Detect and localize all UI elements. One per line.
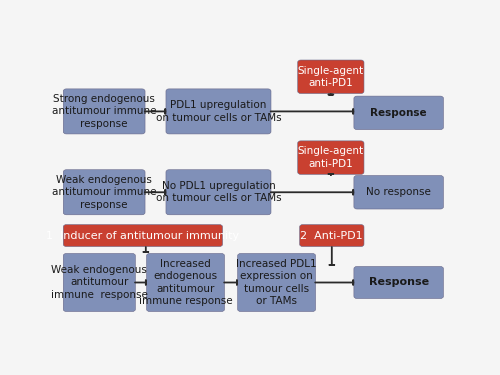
FancyBboxPatch shape	[166, 170, 271, 215]
FancyBboxPatch shape	[64, 225, 222, 246]
FancyBboxPatch shape	[300, 225, 364, 246]
FancyBboxPatch shape	[64, 254, 136, 312]
FancyBboxPatch shape	[166, 89, 271, 134]
Text: Single-agent
anti-PD1: Single-agent anti-PD1	[298, 66, 364, 88]
Text: No response: No response	[366, 187, 431, 197]
FancyBboxPatch shape	[354, 96, 444, 130]
FancyBboxPatch shape	[64, 89, 145, 134]
FancyBboxPatch shape	[238, 254, 316, 312]
Text: Weak endogenous
antitumour
immune  response: Weak endogenous antitumour immune respon…	[51, 265, 148, 300]
Text: Weak endogenous
antitumour immune
response: Weak endogenous antitumour immune respon…	[52, 175, 156, 210]
Text: 1  Inducer of antitumour immunity: 1 Inducer of antitumour immunity	[46, 231, 240, 241]
FancyBboxPatch shape	[64, 170, 145, 215]
Text: 2  Anti-PD1: 2 Anti-PD1	[300, 231, 363, 241]
Text: Single-agent
anti-PD1: Single-agent anti-PD1	[298, 146, 364, 169]
FancyBboxPatch shape	[298, 60, 364, 93]
FancyBboxPatch shape	[146, 254, 224, 312]
Text: Increased PDL1
expression on
tumour cells
or TAMs: Increased PDL1 expression on tumour cell…	[236, 259, 317, 306]
Text: Response: Response	[368, 278, 428, 288]
Text: PDL1 upregulation
on tumour cells or TAMs: PDL1 upregulation on tumour cells or TAM…	[156, 100, 282, 123]
Text: Strong endogenous
antitumour immune
response: Strong endogenous antitumour immune resp…	[52, 94, 156, 129]
Text: No PDL1 upregulation
on tumour cells or TAMs: No PDL1 upregulation on tumour cells or …	[156, 181, 282, 204]
FancyBboxPatch shape	[354, 176, 444, 209]
FancyBboxPatch shape	[298, 141, 364, 174]
Text: Increased
endogenous
antitumour
immune response: Increased endogenous antitumour immune r…	[138, 259, 232, 306]
Text: Response: Response	[370, 108, 427, 118]
FancyBboxPatch shape	[354, 267, 444, 298]
